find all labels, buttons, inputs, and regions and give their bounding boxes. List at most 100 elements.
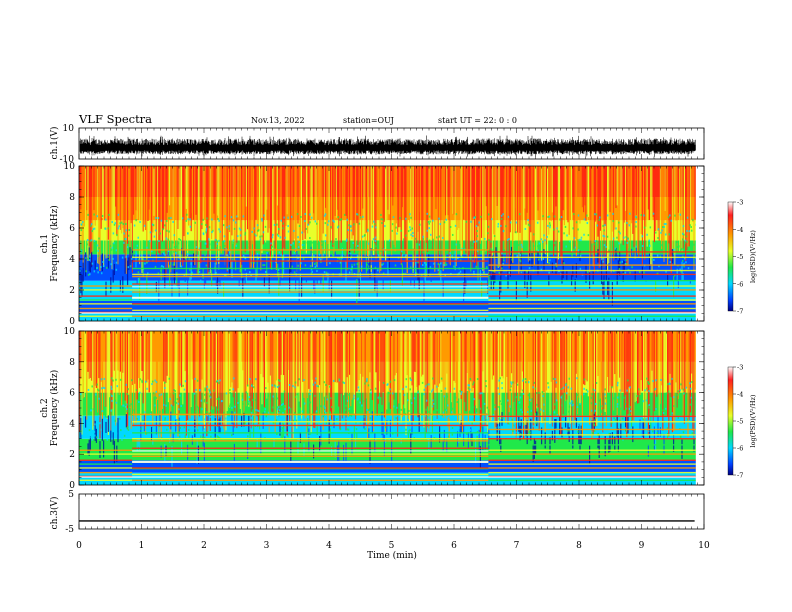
spectrogram-streak	[181, 166, 183, 241]
spectrogram-speckle	[600, 409, 603, 412]
spectrogram-streak	[284, 436, 286, 453]
spectrogram-speckle	[90, 239, 93, 242]
spectrogram-streak	[400, 331, 402, 424]
spectrogram-streak	[625, 166, 627, 211]
spectrogram-speckle	[515, 221, 518, 224]
spectrogram-speckle	[322, 253, 325, 256]
spectrogram-streak	[344, 331, 346, 390]
spectrogram-streak	[143, 414, 145, 432]
spectrogram-speckle	[124, 237, 126, 240]
spectrogram-streak	[320, 166, 322, 254]
spectrogram-streak	[81, 166, 83, 249]
spectrogram-speckle	[389, 380, 392, 383]
spectrogram-speckle	[93, 227, 96, 230]
spectrogram-streak	[105, 281, 107, 297]
spectrogram-speckle	[107, 255, 109, 258]
spectrogram-speckle	[371, 225, 374, 228]
spectrogram-speckle	[138, 436, 141, 439]
spectrogram-line	[132, 460, 489, 463]
spectrogram-streak	[524, 270, 526, 289]
spectrogram-speckle	[293, 251, 296, 254]
spectrogram-speckle	[679, 213, 682, 216]
spectrogram-speckle	[657, 228, 660, 231]
spectrogram-speckle	[361, 404, 363, 407]
spectrogram-streak	[626, 166, 628, 267]
spectrogram-speckle	[654, 231, 657, 234]
spectrogram-speckle	[224, 274, 226, 277]
spectrogram-streak	[507, 270, 509, 289]
spectrogram-streak	[382, 331, 384, 393]
spectrogram-speckle	[549, 224, 552, 227]
spectrogram-streak	[158, 331, 160, 438]
spectrogram-streak	[541, 166, 543, 261]
spectrogram-speckle	[418, 243, 421, 246]
spectrogram-speckle	[271, 236, 274, 239]
spectrogram-speckle	[485, 380, 487, 383]
spectrogram-speckle	[659, 255, 662, 258]
spectrogram-speckle	[393, 379, 396, 382]
spectrogram-streak	[520, 331, 522, 391]
spectrogram-streak	[529, 166, 531, 262]
spectrogram-streak	[602, 331, 604, 433]
spectrogram-streak	[658, 331, 660, 417]
spectrogram-line	[132, 440, 489, 442]
spectrogram-speckle	[350, 268, 352, 271]
spectrogram-speckle	[267, 249, 270, 252]
spectrogram-streak	[458, 428, 460, 444]
spectrogram-streak	[201, 423, 203, 437]
spectrogram-line	[132, 275, 489, 278]
spectrogram-streak	[91, 331, 93, 381]
spectrogram-streak	[213, 166, 215, 214]
spectrogram-streak	[113, 264, 115, 276]
spectrogram-speckle	[671, 412, 674, 415]
spectrogram-streak	[494, 272, 496, 283]
spectrogram-speckle	[81, 221, 84, 224]
spectrogram-speckle	[454, 396, 457, 399]
spectrogram-streak	[255, 269, 257, 286]
spectrogram-streak	[185, 255, 187, 277]
spectrogram-speckle	[144, 411, 146, 414]
spectrogram-line	[79, 476, 696, 478]
spectrogram-streak	[280, 166, 282, 209]
spectrogram-streak	[241, 166, 243, 268]
spectrogram-speckle	[501, 252, 503, 255]
spectrogram-speckle	[294, 396, 297, 399]
spectrogram-streak	[664, 331, 666, 377]
spectrogram-streak	[340, 166, 342, 243]
spectrogram-streak	[478, 331, 480, 400]
spectrogram-speckle	[329, 262, 331, 265]
spectrogram-streak	[116, 166, 118, 235]
spectrogram-streak	[268, 331, 270, 433]
spectrogram-speckle	[442, 255, 444, 258]
spectrogram-streak	[265, 166, 267, 243]
spectrogram-streak	[619, 166, 621, 251]
spectrogram-speckle	[322, 415, 325, 418]
spectrogram-streak	[326, 166, 328, 267]
spectrogram-streak	[682, 272, 684, 294]
spectrogram-line	[488, 453, 696, 455]
spectrogram-streak	[304, 166, 306, 239]
spectrogram-speckle	[601, 405, 603, 408]
spectrogram-streak	[592, 331, 594, 436]
spectrogram-streak	[139, 434, 141, 450]
spectrogram-streak	[457, 331, 459, 423]
spectrogram-streak	[617, 166, 619, 242]
spectrogram-speckle	[114, 222, 116, 225]
spectrogram-speckle	[648, 239, 650, 242]
spectrogram-speckle	[162, 228, 164, 231]
spectrogram-streak	[579, 435, 581, 450]
spectrogram-streak	[537, 166, 539, 211]
spectrogram-streak	[137, 166, 139, 212]
spectrogram-streak	[639, 419, 641, 430]
spectrogram-streak	[295, 331, 297, 414]
spectrogram-speckle	[681, 232, 684, 235]
spectrogram-speckle	[528, 381, 530, 384]
spectrogram-streak	[112, 331, 114, 416]
spectrogram-streak	[395, 331, 397, 373]
spectrogram-speckle	[347, 229, 349, 232]
spectrogram-speckle	[431, 405, 434, 408]
spectrogram-speckle	[407, 399, 409, 402]
spectrogram-speckle	[255, 234, 257, 237]
spectrogram-speckle	[325, 395, 328, 398]
spectrogram-streak	[616, 269, 618, 285]
